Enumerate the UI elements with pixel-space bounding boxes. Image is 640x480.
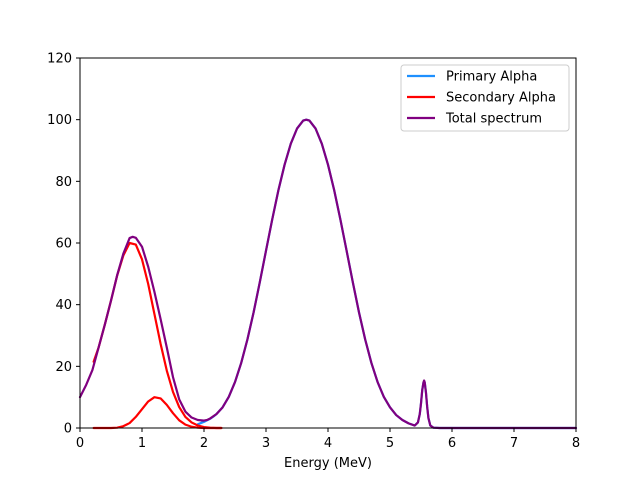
series-line-total-spectrum	[78, 118, 578, 430]
x-tick-label: 4	[324, 436, 332, 451]
y-tick-label: 100	[47, 113, 72, 128]
legend-entry-label: Secondary Alpha	[446, 91, 556, 106]
x-tick-label: 7	[510, 436, 518, 451]
legend-entry-label: Primary Alpha	[446, 70, 537, 85]
y-tick-label: 40	[55, 298, 72, 313]
x-tick-label: 2	[200, 436, 208, 451]
y-tick-label: 60	[55, 237, 72, 252]
y-tick-label: 20	[55, 360, 72, 375]
y-tick-label: 0	[64, 422, 72, 437]
x-tick-label: 1	[138, 436, 146, 451]
x-tick-label: 0	[76, 436, 84, 451]
x-tick-label: 5	[386, 436, 394, 451]
x-axis-label: Energy (MeV)	[284, 456, 372, 471]
y-tick-label: 80	[55, 175, 72, 190]
legend-box	[400, 64, 570, 132]
y-tick-label: 120	[47, 52, 72, 67]
series-layer	[78, 118, 578, 430]
legend: Primary Alpha Secondary Alpha Total spectr…	[400, 64, 570, 132]
x-tick-label: 6	[448, 436, 456, 451]
legend-entry-label: Total spectrum	[445, 112, 542, 127]
x-tick-label: 8	[572, 436, 580, 451]
x-tick-label: 3	[262, 436, 270, 451]
